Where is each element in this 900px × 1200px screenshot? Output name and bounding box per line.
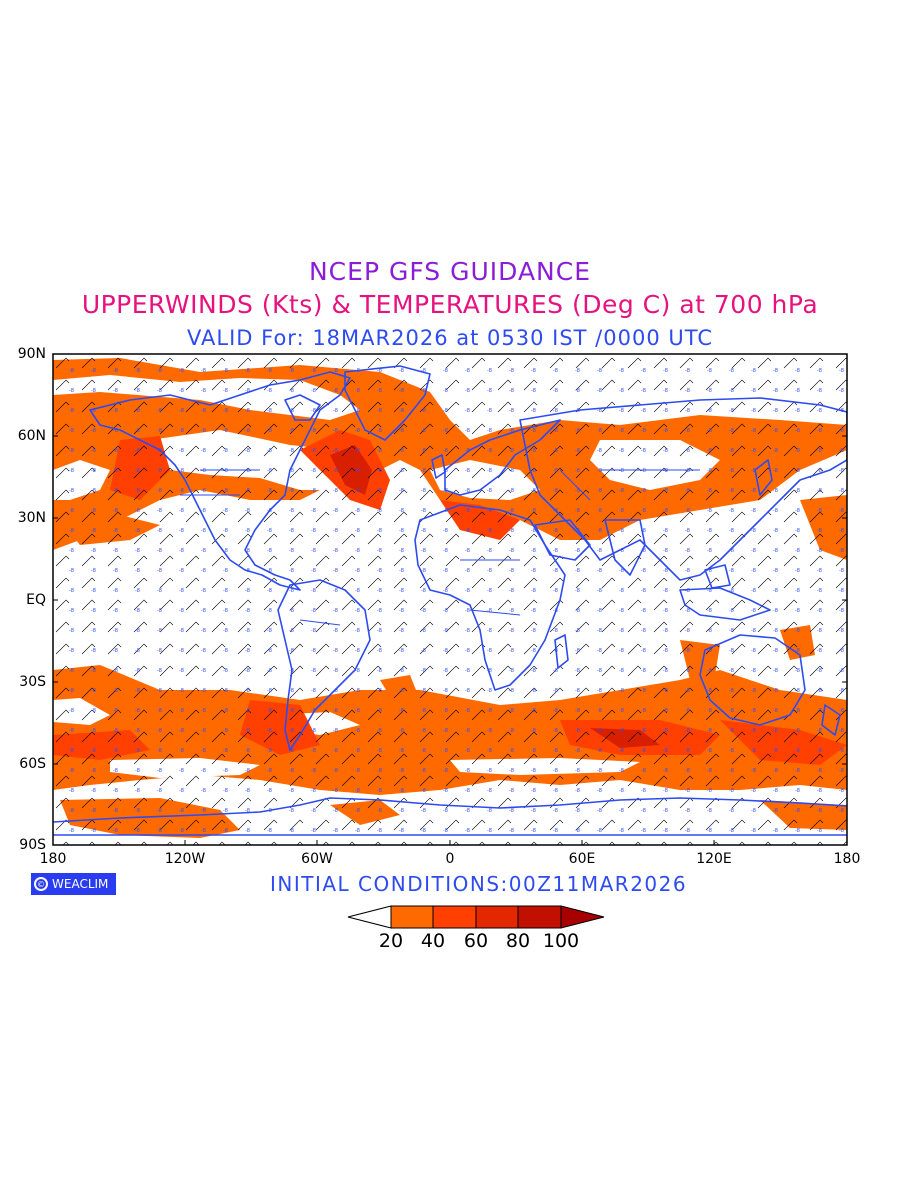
lon-label-180e: 180 (833, 851, 861, 867)
lat-label-60n: 60N (17, 428, 46, 444)
lon-label-60e: 60E (568, 851, 596, 867)
lat-label-30n: 30N (17, 510, 46, 526)
map-area (53, 354, 847, 845)
valid-time: VALID For: 18MAR2026 at 0530 IST /0000 U… (187, 326, 713, 350)
lon-label-120e: 120E (696, 851, 732, 867)
temperature-labels (53, 354, 847, 845)
chart-title: NCEP GFS GUIDANCE (308, 257, 591, 286)
lat-label-90n: 90N (17, 346, 46, 362)
lat-label-60s: 60S (19, 756, 46, 772)
copyright-icon: © (34, 877, 48, 891)
logo-text: WEACLIM (52, 877, 109, 891)
colorbar (347, 905, 605, 929)
weaclim-logo[interactable]: © WEACLIM (31, 873, 116, 895)
lon-label-180w: 180 (39, 851, 67, 867)
colorbar-label-100: 100 (542, 930, 580, 952)
lon-label-60w: 60W (301, 851, 333, 867)
colorbar-bin-40-60 (432, 905, 477, 929)
axis-ticks (53, 435, 847, 845)
lon-label-0: 0 (445, 851, 455, 867)
colorbar-bin-80-100 (517, 905, 562, 929)
colorbar-label-20: 20 (378, 930, 404, 952)
colorbar-label-40: 40 (420, 930, 446, 952)
coastlines (53, 365, 847, 836)
lat-label-30s: 30S (19, 674, 46, 690)
chart-subtitle: UPPERWINDS (Kts) & TEMPERATURES (Deg C) … (81, 290, 819, 319)
colorbar-low-triangle (347, 905, 392, 929)
colorbar-bin-60-80 (475, 905, 519, 929)
colorbar-bin-20-40 (390, 905, 434, 929)
lon-label-120w: 120W (164, 851, 206, 867)
colorbar-high-triangle (560, 905, 605, 929)
initial-conditions: INITIAL CONDITIONS:00Z11MAR2026 (270, 872, 688, 896)
colorbar-label-60: 60 (463, 930, 489, 952)
lat-label-eq: EQ (26, 592, 46, 608)
lat-label-90s: 90S (19, 837, 46, 853)
colorbar-label-80: 80 (505, 930, 531, 952)
